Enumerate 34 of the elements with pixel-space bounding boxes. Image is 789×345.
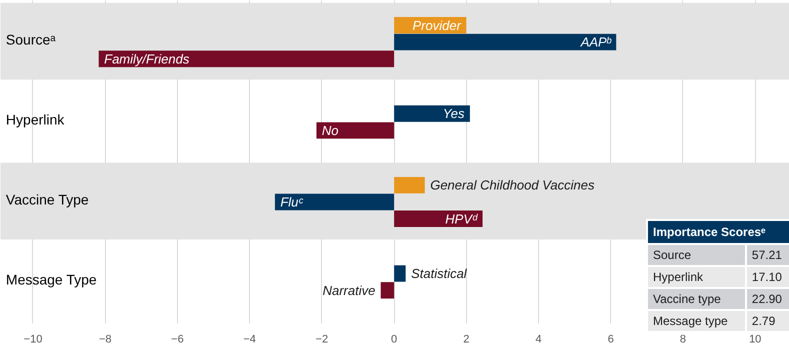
text: 57.21	[752, 248, 782, 262]
text: 22.90	[752, 292, 782, 306]
x-tick-label: −8	[98, 334, 112, 345]
category-label: Vaccine type	[648, 289, 745, 309]
x-tick-label: −6	[171, 334, 184, 345]
annotation: Statistical	[411, 266, 468, 282]
text: Importance Scoresᵉ	[648, 221, 789, 243]
annotation: No	[322, 122, 339, 138]
x-tick-label: −10	[24, 334, 42, 345]
x-tick-label: 4	[535, 334, 542, 345]
annotation: Family/Friends	[104, 51, 190, 66]
text: 2.79	[752, 314, 776, 328]
text: 17.10	[752, 270, 782, 284]
x-tick-label: 0	[391, 334, 398, 345]
x-tick-label: 8	[680, 334, 686, 345]
category-label: Message type	[648, 311, 745, 331]
y-tick-label: Sourceᵃ	[6, 32, 56, 48]
annotation: Fluᶜ	[280, 194, 304, 210]
annotation: AAPᵇ	[580, 34, 612, 50]
y-tick-label: Message Type	[6, 272, 97, 288]
category-label: Hyperlink	[648, 267, 745, 287]
x-tick-label: −4	[243, 334, 256, 345]
annotation: Yes	[442, 106, 466, 122]
y-tick-label: Vaccine Type	[6, 192, 89, 208]
y-tick-label: Hyperlink	[6, 112, 66, 128]
x-tick-label: −2	[316, 334, 328, 345]
x-tick-label: 2	[463, 334, 470, 345]
x-tick-label: 6	[608, 334, 614, 345]
annotation: General Childhood Vaccines	[430, 178, 595, 193]
annotation: Provider	[412, 18, 462, 33]
x-tick-label: 10	[749, 334, 762, 345]
annotation: HPVᵈ	[445, 211, 478, 226]
annotation: Narrative	[322, 282, 376, 298]
category-label: Source	[648, 245, 745, 265]
